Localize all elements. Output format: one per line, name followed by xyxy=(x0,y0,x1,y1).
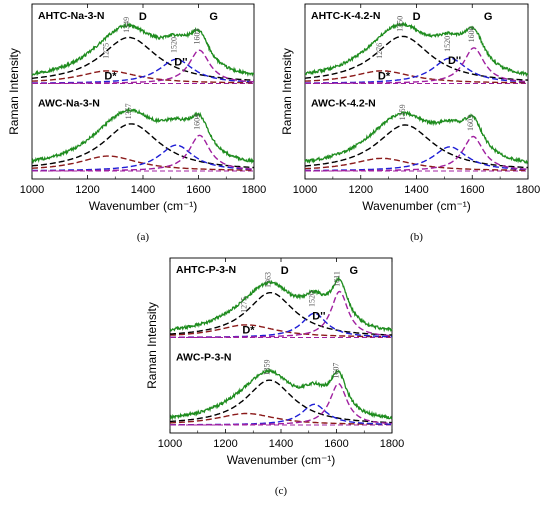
sample-label: AWC-P-3-N xyxy=(176,352,231,364)
fit-curve-g xyxy=(32,134,255,172)
peak-position-label: 1349 xyxy=(122,17,131,33)
band-label-g: G xyxy=(484,11,493,23)
peak-position-label: 1611 xyxy=(333,271,342,287)
band-label-d: D xyxy=(139,11,147,23)
sample-label: AHTC-P-3-N xyxy=(176,264,236,276)
fit-curve-d xyxy=(31,123,254,169)
fit-curve-d-star xyxy=(169,324,392,338)
fit-curve-g xyxy=(170,382,393,426)
x-tick-label: 1800 xyxy=(516,184,540,196)
sample-label: AWC-Na-3-N xyxy=(38,98,100,110)
band-label-g: G xyxy=(350,265,359,277)
peak-position-label: 1359 xyxy=(263,359,272,375)
peak-position-label: 1603 xyxy=(466,115,475,131)
band-label-d-double-prime: D'' xyxy=(448,55,462,67)
peak-position-label: 1520 xyxy=(169,37,178,53)
chart-panel-3: 1000 1200 1400 1600 1800 Wavenumber (cm⁻¹) Ram… xyxy=(145,257,404,497)
peak-position-label: 1520 xyxy=(443,36,452,52)
band-label-d-star: D* xyxy=(242,325,255,337)
fit-curve-g xyxy=(305,47,529,84)
trace-group-1: AHTC-K-4.2-N 1276 D* 1350 D 1520 D'' 1606 G xyxy=(304,10,529,84)
measured-spectrum xyxy=(304,21,529,78)
band-label-d-star: D* xyxy=(378,71,391,83)
measured-spectrum xyxy=(169,368,393,421)
peak-position-label: 1604 xyxy=(193,114,202,130)
panel-label: (c) xyxy=(275,485,288,497)
trace-group-2: AWC-P-3-N 1359 1607 xyxy=(169,352,393,426)
peak-position-label: 1607 xyxy=(331,363,340,379)
x-tick-label: 1800 xyxy=(380,438,404,450)
peak-position-label: 1275 xyxy=(239,297,248,313)
x-axis-label: Wavenumber (cm⁻¹) xyxy=(89,199,198,213)
peak-position-label: 1359 xyxy=(398,104,407,120)
trace-group-1: AHTC-P-3-N 1275 D* 1363 D 1520 D'' 1611 G xyxy=(169,264,393,338)
x-axis-label: Wavenumber (cm⁻¹) xyxy=(227,453,336,467)
peak-position-label: 1357 xyxy=(124,103,133,119)
y-axis-label: Raman Intensity xyxy=(145,302,159,389)
band-label-d: D xyxy=(413,11,421,23)
fit-curve-d xyxy=(304,35,528,81)
x-axis-label: Wavenumber (cm⁻¹) xyxy=(362,199,471,213)
x-tick-label: 1200 xyxy=(75,184,99,196)
x-tick-label: 1600 xyxy=(324,438,348,450)
x-tick-label: 1400 xyxy=(269,438,293,450)
x-tick-label: 1400 xyxy=(131,184,155,196)
band-label-d-double-prime: D'' xyxy=(174,56,188,68)
x-tick-label: 1000 xyxy=(158,438,182,450)
sample-label: AWC-K-4.2-N xyxy=(311,98,376,110)
peak-position-label: 1276 xyxy=(375,43,384,59)
band-label-d-double-prime: D'' xyxy=(312,310,326,322)
measured-spectrum xyxy=(304,110,529,165)
fit-curve-d xyxy=(304,124,529,169)
x-tick-label: 1200 xyxy=(213,438,237,450)
peak-position-label: 1603 xyxy=(192,29,201,45)
trace-group-2: AWC-Na-3-N 1357 1604 xyxy=(31,98,255,172)
peak-position-label: 1350 xyxy=(396,16,405,32)
trace-group-1: AHTC-Na-3-N 1275 D* 1349 D 1520 D'' 1603 G xyxy=(31,10,255,84)
band-label-d-star: D* xyxy=(104,71,117,83)
x-tick-label: 1600 xyxy=(460,184,484,196)
x-tick-label: 1000 xyxy=(293,184,317,196)
measured-spectrum xyxy=(31,22,255,77)
trace-group-2: AWC-K-4.2-N 1359 1603 xyxy=(304,98,529,172)
x-tick-label: 1600 xyxy=(186,184,210,196)
panel-label: (b) xyxy=(410,231,423,243)
fit-curve-d-star xyxy=(169,412,392,425)
fit-curve-d xyxy=(170,292,393,336)
measured-spectrum xyxy=(31,106,255,165)
band-label-d: D xyxy=(281,265,289,277)
x-tick-label: 1800 xyxy=(242,184,266,196)
peak-position-label: 1275 xyxy=(101,43,110,59)
y-axis-label: Raman Intensity xyxy=(280,48,294,135)
x-tick-label: 1200 xyxy=(349,184,373,196)
sample-label: AHTC-Na-3-N xyxy=(38,10,105,22)
sample-label: AHTC-K-4.2-N xyxy=(311,10,380,22)
peak-position-label: 1363 xyxy=(264,272,273,288)
fit-curve-g xyxy=(32,49,254,84)
chart-panel-2: 1000 1200 1400 1600 1800 Wavenumber (cm⁻¹) Ram… xyxy=(280,3,540,243)
chart-panel-1: 1000 1200 1400 1600 1800 Wavenumber (cm⁻¹) Ram… xyxy=(7,3,266,243)
band-label-g: G xyxy=(209,11,218,23)
fit-curve-g xyxy=(305,135,529,172)
panel-label: (a) xyxy=(137,231,150,243)
fit-curve-d xyxy=(169,379,392,424)
x-tick-label: 1000 xyxy=(20,184,44,196)
x-tick-label: 1400 xyxy=(404,184,428,196)
peak-position-label: 1606 xyxy=(467,26,476,42)
peak-position-label: 1520 xyxy=(307,291,316,307)
fit-curve-g xyxy=(170,290,393,338)
fit-curve-d xyxy=(31,36,254,81)
y-axis-label: Raman Intensity xyxy=(7,48,21,135)
measured-spectrum xyxy=(169,275,393,333)
